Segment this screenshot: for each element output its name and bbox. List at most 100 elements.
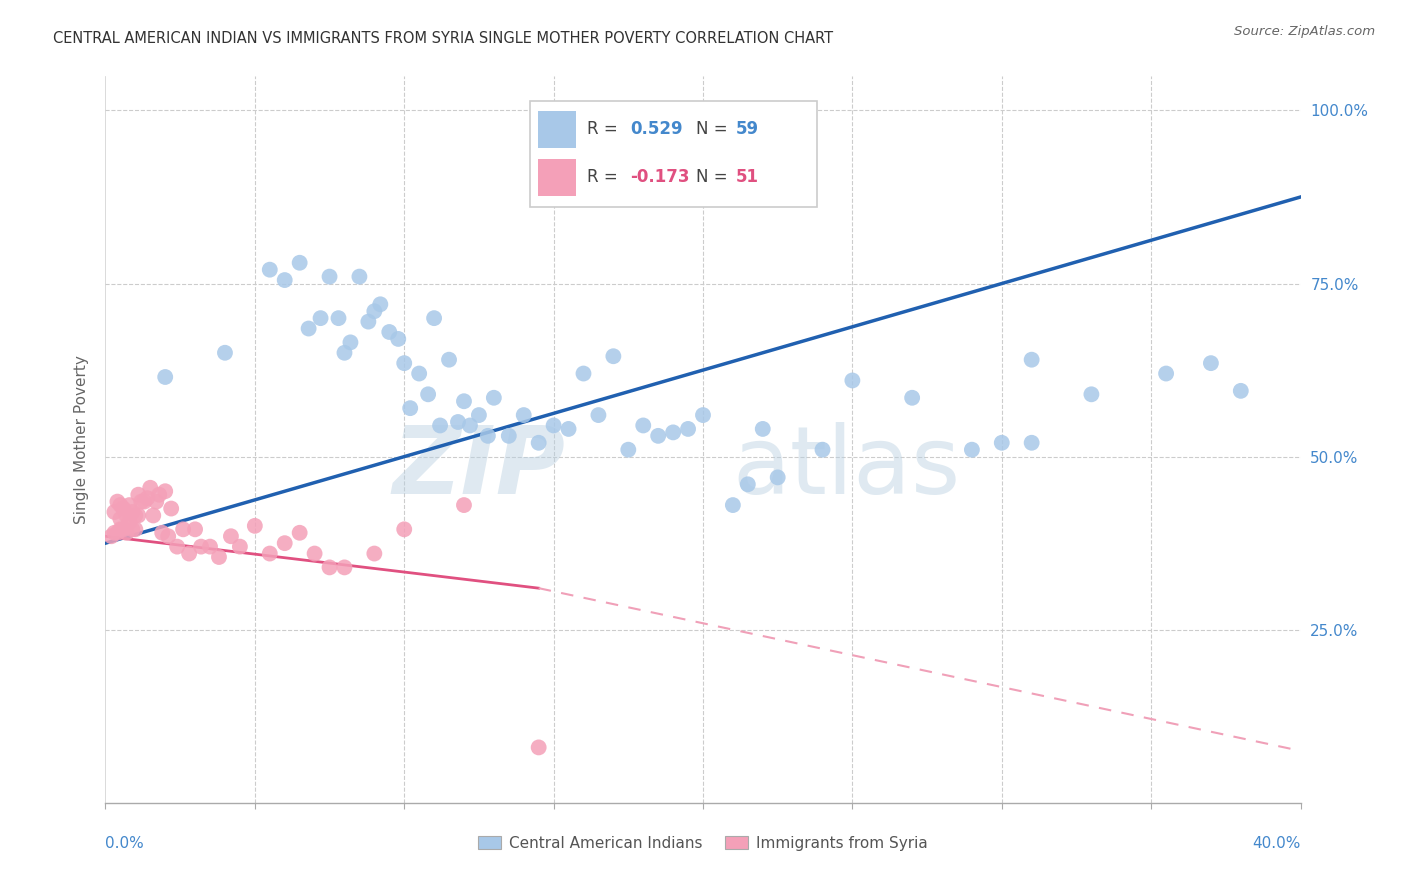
Point [155, 370, 177, 384]
Point [107, 525, 129, 540]
Point [229, 540, 252, 554]
Point [318, 560, 340, 574]
Point [1080, 387, 1102, 401]
Point [811, 442, 834, 457]
Point [127, 488, 149, 502]
Point [662, 425, 685, 440]
Point [527, 740, 550, 755]
Text: 0.0%: 0.0% [105, 836, 145, 850]
Point [110, 512, 132, 526]
Point [387, 332, 409, 346]
Point [378, 325, 401, 339]
Point [288, 256, 311, 270]
Point [737, 477, 759, 491]
Point [766, 470, 789, 484]
Point [447, 415, 470, 429]
Point [288, 525, 311, 540]
Point [617, 442, 640, 457]
Point [960, 442, 983, 457]
Point [399, 401, 422, 416]
Point [208, 549, 231, 564]
Point [429, 418, 451, 433]
Point [477, 429, 499, 443]
Point [676, 422, 699, 436]
Point [273, 536, 295, 550]
Point [160, 501, 183, 516]
Point [333, 560, 356, 574]
Point [468, 408, 491, 422]
Point [298, 321, 321, 335]
Point [633, 418, 655, 433]
Point [118, 516, 141, 530]
Point [259, 262, 281, 277]
Point [110, 522, 132, 536]
Point [166, 540, 188, 554]
Point [150, 525, 173, 540]
Point [458, 418, 481, 433]
Point [214, 345, 236, 359]
Point [103, 505, 125, 519]
Point [157, 529, 180, 543]
Point [155, 484, 177, 499]
Point [115, 508, 138, 523]
Point [363, 304, 385, 318]
Point [408, 367, 430, 381]
Text: ZIP: ZIP [392, 423, 565, 515]
Point [100, 529, 122, 543]
Point [901, 391, 924, 405]
Point [318, 269, 340, 284]
Point [127, 508, 149, 523]
Point [142, 508, 165, 523]
Point [482, 391, 505, 405]
Point [527, 435, 550, 450]
Point [394, 522, 416, 536]
Point [1154, 367, 1177, 381]
Point [273, 273, 295, 287]
Point [357, 315, 380, 329]
Text: atlas: atlas [733, 423, 960, 515]
Point [721, 498, 744, 512]
Text: CENTRAL AMERICAN INDIAN VS IMMIGRANTS FROM SYRIA SINGLE MOTHER POVERTY CORRELATI: CENTRAL AMERICAN INDIAN VS IMMIGRANTS FR… [53, 31, 834, 46]
Point [124, 508, 146, 523]
Point [602, 349, 624, 363]
Text: 40.0%: 40.0% [1253, 836, 1301, 850]
Point [124, 522, 146, 536]
Point [112, 501, 135, 516]
Point [107, 494, 129, 508]
Point [453, 394, 475, 409]
Point [333, 345, 356, 359]
Point [990, 435, 1012, 450]
Point [1021, 435, 1043, 450]
Text: Source: ZipAtlas.com: Source: ZipAtlas.com [1234, 25, 1375, 38]
Point [190, 540, 212, 554]
Point [394, 356, 416, 370]
Y-axis label: Single Mother Poverty: Single Mother Poverty [75, 355, 90, 524]
Point [339, 335, 361, 350]
Point [172, 522, 194, 536]
Point [498, 429, 520, 443]
Point [110, 498, 132, 512]
Point [513, 408, 536, 422]
Point [1229, 384, 1253, 398]
Point [588, 408, 610, 422]
Point [134, 494, 156, 508]
Point [692, 408, 714, 422]
Point [121, 505, 143, 519]
Point [423, 311, 446, 326]
Point [349, 269, 371, 284]
Point [112, 522, 135, 536]
Point [437, 352, 460, 367]
Point [136, 491, 159, 505]
Point [115, 525, 138, 540]
Point [145, 494, 167, 508]
Point [1199, 356, 1222, 370]
Point [543, 418, 565, 433]
Point [572, 367, 595, 381]
Point [453, 498, 475, 512]
Point [328, 311, 350, 326]
Point [177, 547, 201, 561]
Point [368, 297, 391, 311]
Point [243, 519, 266, 533]
Point [363, 547, 385, 561]
Point [751, 422, 773, 436]
